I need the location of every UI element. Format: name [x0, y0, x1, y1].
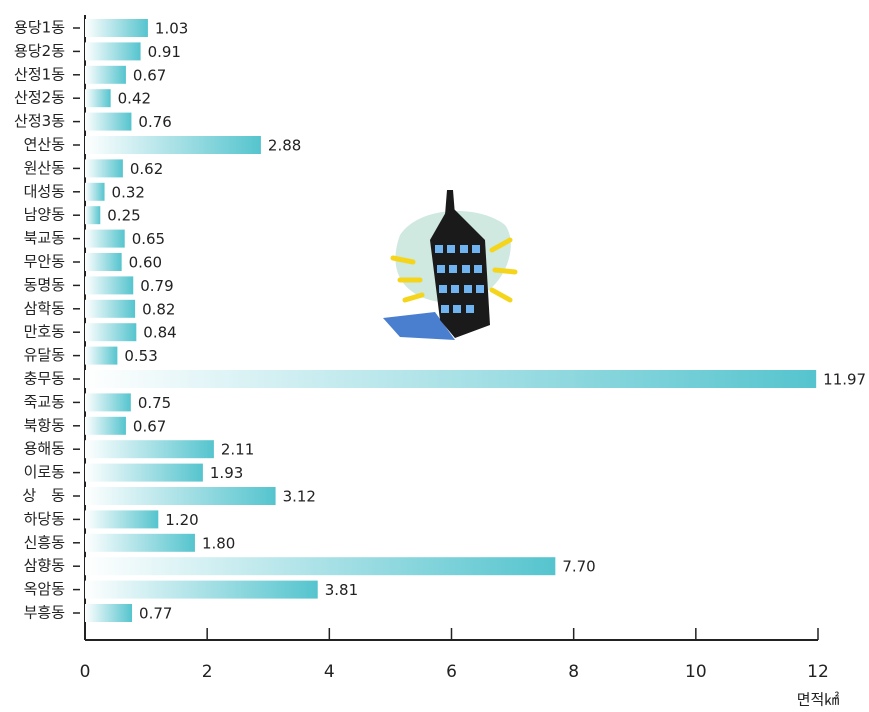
- bar: [85, 533, 195, 552]
- y-tick-label: 산정1동: [14, 65, 65, 83]
- y-tick-label: 산정3동: [14, 112, 65, 130]
- x-tick-label: 2: [202, 662, 213, 682]
- bar: [85, 112, 132, 131]
- y-tick-label: 용당2동: [14, 42, 65, 60]
- value-label: 11.97: [823, 371, 866, 389]
- value-label: 0.79: [140, 277, 173, 295]
- y-tick-label: 상 동: [22, 487, 65, 505]
- bar: [85, 136, 261, 154]
- y-tick-label: 삼향동: [24, 557, 66, 575]
- y-tick-label: 용해동: [24, 440, 66, 458]
- value-label: 0.25: [107, 207, 140, 225]
- bar: [85, 440, 214, 459]
- bar: [85, 323, 137, 342]
- value-label: 0.32: [112, 183, 145, 201]
- value-label: 0.62: [130, 160, 163, 178]
- bar: [85, 276, 134, 295]
- value-label: 7.70: [562, 558, 595, 576]
- y-tick-label: 대성동: [24, 182, 66, 200]
- bar: [85, 206, 101, 225]
- building-illustration: [383, 190, 518, 340]
- y-tick-label: 이로동: [24, 463, 66, 481]
- bar: [85, 557, 556, 576]
- value-label: 1.93: [210, 464, 243, 482]
- value-label: 0.65: [132, 230, 165, 248]
- y-tick-label: 만호동: [24, 323, 66, 341]
- value-label: 3.12: [283, 488, 316, 506]
- x-axis-label: 면적㎢: [797, 691, 840, 709]
- value-label: 2.88: [268, 137, 301, 155]
- value-label: 0.82: [142, 300, 175, 318]
- bar: [85, 416, 126, 435]
- value-label: 1.03: [155, 20, 188, 38]
- bar: [85, 487, 276, 505]
- value-label: 0.91: [148, 43, 181, 61]
- x-tick-label: 0: [80, 662, 91, 682]
- y-tick-label: 동명동: [24, 276, 66, 294]
- value-label: 3.81: [325, 581, 358, 599]
- value-label: 0.67: [133, 417, 166, 435]
- y-tick-label: 부흥동: [24, 604, 66, 622]
- value-label: 0.53: [124, 347, 157, 365]
- bar: [85, 580, 318, 599]
- bar: [85, 370, 817, 388]
- x-tick-label: 4: [324, 662, 335, 682]
- bar: [85, 346, 118, 365]
- bar: [85, 89, 111, 108]
- value-label: 0.60: [129, 254, 162, 272]
- bar: [85, 229, 125, 248]
- y-tick-label: 죽교동: [24, 393, 66, 411]
- value-label: 0.67: [133, 66, 166, 84]
- y-tick-label: 충무동: [24, 370, 66, 388]
- y-tick-label: 무안동: [24, 253, 66, 271]
- y-tick-label: 연산동: [24, 136, 66, 154]
- y-tick-label: 산정2동: [14, 89, 65, 107]
- y-tick-label: 북교동: [24, 229, 66, 247]
- value-label: 1.80: [202, 534, 235, 552]
- y-tick-label: 용당1동: [14, 19, 65, 37]
- bar: [85, 65, 126, 84]
- x-tick-label: 10: [685, 662, 707, 682]
- y-tick-label: 하당동: [24, 510, 66, 528]
- bar: [85, 604, 133, 622]
- x-tick-label: 8: [568, 662, 579, 682]
- bar: [85, 463, 203, 482]
- x-tick-label: 6: [446, 662, 457, 682]
- y-tick-label: 유달동: [24, 346, 66, 364]
- y-tick-label: 북항동: [24, 416, 66, 434]
- bar: [85, 159, 123, 178]
- y-tick-label: 원산동: [24, 159, 66, 177]
- value-label: 0.77: [139, 605, 172, 623]
- x-tick-label: 12: [807, 662, 829, 682]
- value-label: 0.75: [138, 394, 171, 412]
- value-label: 0.84: [143, 324, 176, 342]
- bar: [85, 393, 131, 412]
- value-label: 1.20: [165, 511, 198, 529]
- bar: [85, 182, 105, 201]
- value-label: 0.76: [138, 113, 171, 131]
- value-label: 2.11: [221, 441, 254, 459]
- y-tick-label: 옥암동: [24, 580, 66, 598]
- y-tick-label: 삼학동: [24, 299, 66, 317]
- y-tick-label: 남양동: [24, 206, 66, 224]
- bar: [85, 299, 136, 318]
- bar: [85, 19, 148, 37]
- bar: [85, 510, 159, 529]
- value-label: 0.42: [118, 90, 151, 108]
- bar: [85, 253, 122, 271]
- y-tick-label: 신흥동: [24, 533, 66, 551]
- bar: [85, 42, 141, 61]
